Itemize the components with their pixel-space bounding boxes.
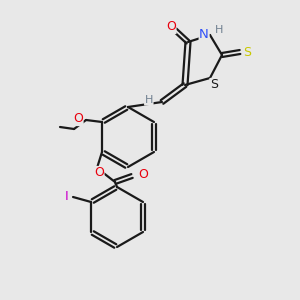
Text: I: I: [64, 190, 68, 202]
Text: H: H: [215, 25, 224, 35]
Text: H: H: [145, 95, 153, 105]
Text: S: S: [243, 46, 251, 59]
Text: O: O: [166, 20, 176, 34]
Text: O: O: [73, 112, 83, 125]
Text: S: S: [210, 79, 218, 92]
Text: N: N: [199, 28, 209, 41]
Text: O: O: [94, 167, 104, 179]
Text: O: O: [138, 167, 148, 181]
